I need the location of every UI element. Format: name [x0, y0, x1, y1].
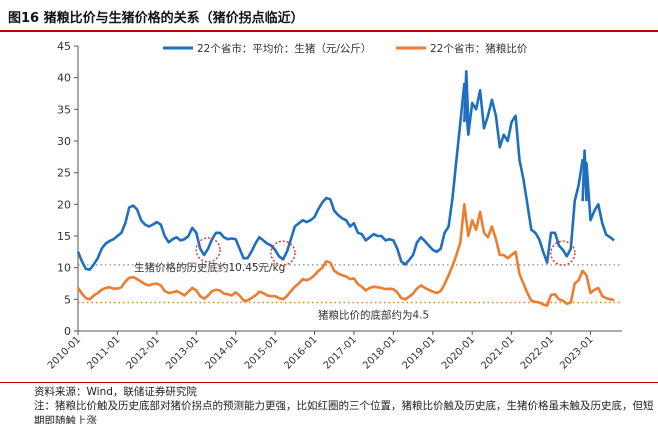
y-tick-label: 20 — [57, 198, 71, 211]
line-chart: 0 5 10 15 20 25 30 35 40 45 2010-01 2011-01 2012-01… — [46, 40, 622, 372]
x-tick-label: 2020-01 — [440, 334, 477, 371]
y-tick-label: 40 — [57, 72, 71, 85]
reference-label: 猪粮比价的底部约为4.5 — [318, 309, 429, 322]
series-line — [76, 82, 615, 271]
y-tick-label: 30 — [57, 135, 71, 148]
y-tick-label: 5 — [64, 293, 71, 306]
legend-label: 22个省市：猪粮比价 — [430, 42, 528, 55]
series-line — [76, 203, 615, 307]
footnote: 注：猪粮比价触及历史底部对猪价拐点的预测能力更强，比如红圈的三个位置，猪粮比价触… — [34, 400, 654, 424]
top-rule — [0, 30, 658, 32]
x-tick-label: 2017-01 — [322, 334, 359, 371]
x-tick-label: 2013-01 — [164, 334, 201, 371]
x-tick-label: 2018-01 — [361, 334, 398, 371]
highlight-circle — [195, 237, 221, 263]
legend-label: 22个省市：平均价：生猪（元/公斤） — [197, 42, 371, 55]
x-tick-label: 2010-01 — [46, 334, 83, 371]
legend: 22个省市：平均价：生猪（元/公斤） 22个省市：猪粮比价 — [163, 42, 528, 55]
y-tick-label: 0 — [64, 325, 71, 338]
y-tick-label: 15 — [57, 230, 71, 243]
y-tick-label: 25 — [57, 167, 71, 180]
y-tick-label: 35 — [57, 103, 71, 116]
highlight-circle — [550, 240, 576, 266]
y-tick-label: 45 — [57, 40, 71, 53]
figure-title: 图16 猪粮比价与生猪价格的关系（猪价拐点临近） — [8, 11, 304, 26]
highlight-circle — [270, 240, 296, 266]
x-tick-label: 2021-01 — [479, 334, 516, 371]
x-tick-label: 2019-01 — [401, 334, 438, 371]
x-tick-label: 2022-01 — [519, 334, 556, 371]
x-tick-label: 2023-01 — [558, 334, 595, 371]
reference-lines: 生猪价格的历史底约10.45元/kg 猪粮比价的底部约为4.5 — [78, 261, 622, 322]
x-axis: 2010-01 2011-01 2012-01 2013-01 2014-01 2015-… — [46, 330, 622, 372]
x-tick-label: 2011-01 — [85, 334, 122, 371]
x-tick-label: 2012-01 — [125, 334, 162, 371]
x-tick-label: 2014-01 — [203, 334, 240, 371]
source-note: 资料来源：Wind，联储证券研究院 — [34, 386, 197, 398]
series-peak — [581, 149, 588, 202]
bottom-rule — [0, 382, 658, 383]
series-peak — [463, 70, 470, 123]
x-tick-label: 2016-01 — [282, 334, 319, 371]
reference-label: 生猪价格的历史底约10.45元/kg — [134, 261, 285, 274]
y-tick-label: 10 — [57, 262, 71, 275]
x-tick-label: 2015-01 — [243, 334, 280, 371]
series-lines — [76, 70, 615, 307]
y-axis: 0 5 10 15 20 25 30 35 40 45 — [57, 40, 79, 338]
highlight-circles — [195, 237, 576, 266]
